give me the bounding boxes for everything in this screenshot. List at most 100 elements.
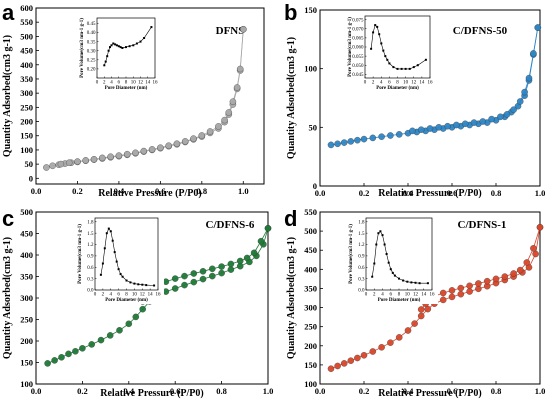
x-tick-label: 0.0 <box>31 386 42 396</box>
data-point <box>99 154 106 162</box>
inset-data-point <box>111 239 114 242</box>
inset-data-point <box>374 24 377 27</box>
data-point <box>439 296 447 304</box>
inset-y-tick-label: 0.075 <box>352 18 364 23</box>
data-point <box>347 357 355 364</box>
inset-data-point <box>103 247 106 250</box>
data-point <box>198 132 206 139</box>
inset-x-tick-label: 6 <box>118 81 121 86</box>
inset-data-point <box>371 275 374 278</box>
inset-data-point <box>387 261 390 264</box>
x-axis-label: Relative Pressure (P/P0) <box>98 188 202 199</box>
data-point <box>444 122 451 130</box>
data-point <box>521 88 528 96</box>
x-tick-label: 0.6 <box>170 386 181 396</box>
inset-y-tick-label: 1.8 <box>358 220 365 225</box>
data-point <box>171 285 179 292</box>
y-tick-label: 100 <box>20 145 33 155</box>
series-line <box>330 227 541 370</box>
inset-y-tick-label: 0.3 <box>358 277 365 282</box>
data-point <box>411 320 418 327</box>
y-tick-label: 550 <box>20 17 33 27</box>
data-point <box>497 113 504 121</box>
y-tick-label: 350 <box>20 272 33 282</box>
data-point <box>97 336 105 344</box>
inset-x-tick-label: 4 <box>110 293 113 298</box>
data-point <box>116 327 123 334</box>
chart-title: C/DFNS-1 <box>458 219 507 231</box>
inset-data-point <box>132 44 135 47</box>
y-tick-label: 450 <box>20 46 33 56</box>
inset-x-tick-label: 2 <box>102 293 105 298</box>
x-tick-label: 0.4 <box>114 186 125 196</box>
data-point <box>88 341 95 348</box>
inset-data-point <box>121 275 124 278</box>
x-tick-label: 0.0 <box>31 186 42 196</box>
data-point <box>340 360 348 367</box>
plot-frame <box>319 211 541 385</box>
y-axis-label: Quantity Adsorbed(cm3 g-1) <box>286 37 297 159</box>
inset-y-tick-label: 1.5 <box>87 232 94 237</box>
inset-data-point <box>119 273 122 276</box>
data-point <box>225 109 233 116</box>
data-point <box>417 126 425 133</box>
inset-chart: 0 2 4 6 8 10 12 14 16 0.0 0.3 0.6 0.9 1.2 1.5 1.8 Pore D… <box>77 214 164 304</box>
data-point <box>206 128 214 135</box>
inset-data-point <box>117 45 120 48</box>
data-point <box>199 275 207 283</box>
data-point <box>530 50 537 57</box>
y-tick-label: 350 <box>20 74 33 84</box>
y-tick-label: 50 <box>309 122 318 132</box>
data-point <box>354 354 361 362</box>
data-point <box>360 352 368 359</box>
inset-data-point <box>145 284 148 287</box>
data-point <box>360 135 368 143</box>
inset-x-tick-label: 12 <box>411 81 417 86</box>
y-tick-label: 400 <box>20 250 33 260</box>
data-point <box>532 250 539 258</box>
y-tick-label: 200 <box>304 341 317 351</box>
inset-data-point <box>404 67 407 70</box>
data-point <box>466 282 473 290</box>
inset-x-tick-label: 6 <box>390 293 393 298</box>
inset-x-tick-label: 2 <box>372 81 375 86</box>
data-point <box>417 312 425 320</box>
inset-data-point <box>377 232 380 235</box>
inset-y-tick-label: 0.20 <box>87 68 96 73</box>
data-point <box>466 288 473 295</box>
inset-x-tick-label: 14 <box>148 293 154 298</box>
inset-x-axis-label: Pore Diameter (nm) <box>105 298 148 303</box>
data-point <box>199 268 207 275</box>
data-point <box>57 160 65 168</box>
data-point <box>165 142 172 149</box>
inset-data-point <box>391 271 394 274</box>
inset-y-tick-label: 0.065 <box>352 37 364 42</box>
y-tick-label: 100 <box>304 379 317 389</box>
inset-data-point <box>121 47 124 49</box>
inset-data-point <box>153 284 156 287</box>
data-point <box>209 265 216 273</box>
x-tick-label: 1.0 <box>535 188 546 198</box>
inset-chart: 0 2 4 6 8 10 12 14 16 0.045 0.050 0.055 0.060 0.065 0.… <box>347 12 436 92</box>
y-tick-label: 150 <box>20 358 33 368</box>
inset-x-tick-label: 16 <box>428 81 434 86</box>
data-point <box>340 139 348 146</box>
x-tick-label: 0.0 <box>315 188 326 198</box>
data-point <box>140 147 148 155</box>
y-tick-label: 150 <box>20 131 33 141</box>
x-tick-label: 0.6 <box>155 186 166 196</box>
inset-y-tick-label: 0.6 <box>358 266 365 271</box>
data-point <box>72 348 79 355</box>
data-point <box>354 136 361 144</box>
data-point <box>264 225 272 232</box>
x-tick-label: 0.2 <box>359 188 370 198</box>
data-point <box>173 140 181 147</box>
y-tick-label: 250 <box>304 322 317 332</box>
y-tick-label: 550 <box>304 207 317 217</box>
chart-title: C/DFNS-6 <box>206 219 255 231</box>
inset-data-point <box>402 279 405 282</box>
data-point <box>378 133 385 140</box>
y-tick-label: 350 <box>304 283 317 293</box>
data-point <box>221 116 228 124</box>
